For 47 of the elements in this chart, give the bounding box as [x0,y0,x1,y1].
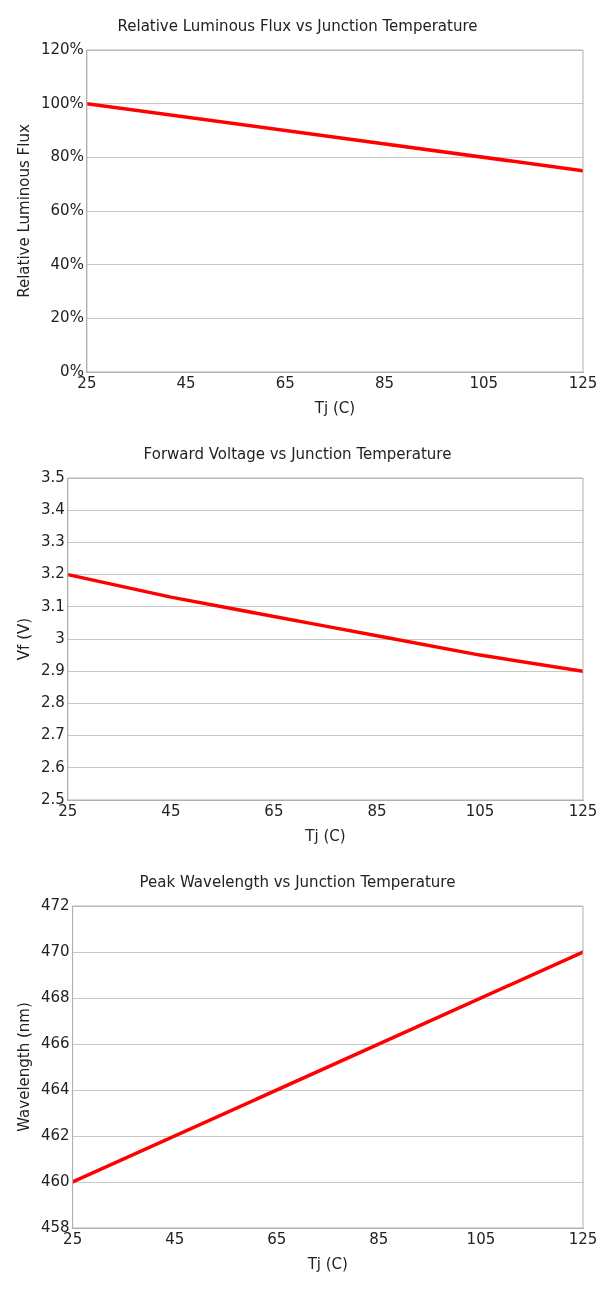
y-tick-label: 466 [40,1033,70,1052]
x-tick-label: 85 [375,373,395,392]
y-tick-label: 100% [40,93,84,112]
x-axis-title: Tj (C) [306,1254,348,1273]
x-tick-label: 105 [465,801,495,820]
x-tick-label: 125 [568,801,598,820]
x-tick-label: 85 [369,1229,389,1248]
y-tick-label: 40% [50,254,84,273]
y-tick-label: 3 [55,628,65,647]
y-tick-label: 80% [50,147,84,166]
y-tick-label: 468 [40,987,70,1006]
y-axis-title: Relative Luminous Flux [14,124,33,298]
chart-title: Relative Luminous Flux vs Junction Temperature [117,16,478,35]
x-axis-title: Tj (C) [304,826,346,845]
y-tick-label: 464 [40,1079,70,1098]
x-tick-label: 105 [469,373,499,392]
x-axis-title: Tj (C) [313,398,356,417]
y-tick-label: 2.7 [41,725,65,744]
x-tick-label: 85 [367,801,387,820]
y-tick-label: 3.4 [41,500,65,519]
y-tick-label: 2.9 [41,661,65,680]
y-tick-label: 462 [40,1125,70,1144]
y-tick-label: 3.3 [41,532,65,551]
x-tick-label: 125 [568,1229,598,1248]
y-tick-label: 2.8 [41,693,65,712]
y-tick-label: 120% [40,39,84,58]
x-tick-label: 45 [161,801,181,820]
chart-title: Forward Voltage vs Junction Temperature [143,444,452,463]
x-tick-label: 105 [466,1229,496,1248]
y-tick-label: 3.2 [41,564,65,583]
y-tick-label: 472 [40,895,70,914]
x-tick-label: 65 [264,801,284,820]
x-tick-label: 45 [176,373,196,392]
x-tick-label: 45 [165,1229,185,1248]
y-axis-title: Wavelength (nm) [14,1002,33,1132]
x-tick-label: 65 [275,373,295,392]
y-tick-label: 2.6 [41,757,65,776]
y-tick-label: 3.1 [41,596,65,615]
y-tick-label: 3.5 [41,467,65,486]
y-tick-label: 460 [40,1171,70,1190]
y-tick-label: 60% [50,200,84,219]
y-tick-label: 470 [40,941,70,960]
y-tick-label: 20% [50,308,84,327]
y-axis-title: Vf (V) [14,617,33,661]
x-tick-label: 65 [267,1229,287,1248]
x-tick-label: 125 [568,373,598,392]
chart-title: Peak Wavelength vs Junction Temperature [139,872,456,891]
